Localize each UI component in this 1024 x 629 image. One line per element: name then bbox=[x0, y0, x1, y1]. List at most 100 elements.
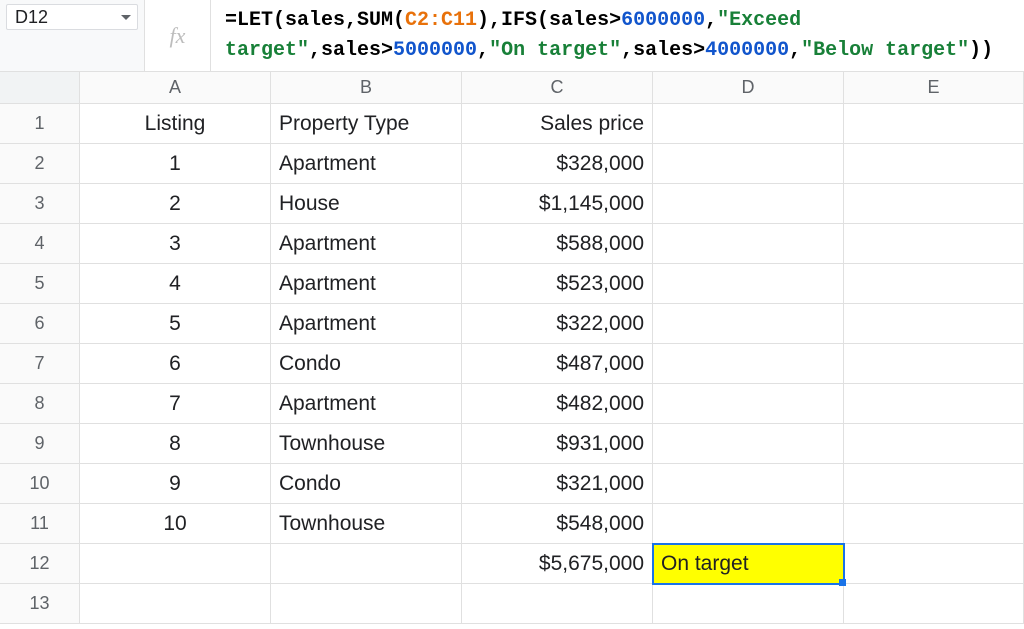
cell-C2[interactable]: $328,000 bbox=[462, 144, 653, 184]
cell-C9[interactable]: $931,000 bbox=[462, 424, 653, 464]
cell-B4[interactable]: Apartment bbox=[271, 224, 462, 264]
row-header-11[interactable]: 11 bbox=[0, 504, 80, 544]
row-header-10[interactable]: 10 bbox=[0, 464, 80, 504]
cell-B11[interactable]: Townhouse bbox=[271, 504, 462, 544]
cell-B5[interactable]: Apartment bbox=[271, 264, 462, 304]
cell-E5[interactable] bbox=[844, 264, 1024, 304]
cell-C6[interactable]: $322,000 bbox=[462, 304, 653, 344]
cell-A6[interactable]: 5 bbox=[80, 304, 271, 344]
formula-token-func: , bbox=[705, 9, 717, 32]
cell-C8[interactable]: $482,000 bbox=[462, 384, 653, 424]
formula-token-func: , bbox=[477, 39, 489, 62]
cell-D2[interactable] bbox=[653, 144, 844, 184]
row-header-6[interactable]: 6 bbox=[0, 304, 80, 344]
cell-B6[interactable]: Apartment bbox=[271, 304, 462, 344]
cell-D3[interactable] bbox=[653, 184, 844, 224]
row-header-1[interactable]: 1 bbox=[0, 104, 80, 144]
name-box[interactable]: D12 bbox=[6, 4, 138, 30]
column-header-B[interactable]: B bbox=[271, 72, 462, 104]
cell-D5[interactable] bbox=[653, 264, 844, 304]
select-all-corner[interactable] bbox=[0, 72, 80, 104]
cell-A2[interactable]: 1 bbox=[80, 144, 271, 184]
cell-A1[interactable]: Listing bbox=[80, 104, 271, 144]
formula-token-number: 6000000 bbox=[621, 9, 705, 32]
row-header-2[interactable]: 2 bbox=[0, 144, 80, 184]
cell-E2[interactable] bbox=[844, 144, 1024, 184]
cell-A9[interactable]: 8 bbox=[80, 424, 271, 464]
cell-A5[interactable]: 4 bbox=[80, 264, 271, 304]
cell-C3[interactable]: $1,145,000 bbox=[462, 184, 653, 224]
cell-D8[interactable] bbox=[653, 384, 844, 424]
cell-E3[interactable] bbox=[844, 184, 1024, 224]
cell-D4[interactable] bbox=[653, 224, 844, 264]
cell-A4[interactable]: 3 bbox=[80, 224, 271, 264]
column-header-A[interactable]: A bbox=[80, 72, 271, 104]
cell-B2[interactable]: Apartment bbox=[271, 144, 462, 184]
cell-D11[interactable] bbox=[653, 504, 844, 544]
cell-A3[interactable]: 2 bbox=[80, 184, 271, 224]
cell-D12[interactable]: On target bbox=[653, 544, 844, 584]
formula-token-func: , bbox=[789, 39, 801, 62]
row-header-13[interactable]: 13 bbox=[0, 584, 80, 624]
fx-icon-container: fx bbox=[145, 0, 211, 71]
cell-B10[interactable]: Condo bbox=[271, 464, 462, 504]
cell-E8[interactable] bbox=[844, 384, 1024, 424]
cell-E11[interactable] bbox=[844, 504, 1024, 544]
cell-C13[interactable] bbox=[462, 584, 653, 624]
cell-E4[interactable] bbox=[844, 224, 1024, 264]
fx-icon: fx bbox=[170, 23, 186, 49]
formula-token-range: C2:C11 bbox=[405, 9, 477, 32]
cell-B9[interactable]: Townhouse bbox=[271, 424, 462, 464]
formula-token-number: 5000000 bbox=[393, 39, 477, 62]
cell-D13[interactable] bbox=[653, 584, 844, 624]
column-header-E[interactable]: E bbox=[844, 72, 1024, 104]
row-header-3[interactable]: 3 bbox=[0, 184, 80, 224]
row-header-4[interactable]: 4 bbox=[0, 224, 80, 264]
row-header-8[interactable]: 8 bbox=[0, 384, 80, 424]
row-header-9[interactable]: 9 bbox=[0, 424, 80, 464]
cell-B12[interactable] bbox=[271, 544, 462, 584]
cell-C10[interactable]: $321,000 bbox=[462, 464, 653, 504]
cell-B7[interactable]: Condo bbox=[271, 344, 462, 384]
cell-E9[interactable] bbox=[844, 424, 1024, 464]
cell-D7[interactable] bbox=[653, 344, 844, 384]
cell-C11[interactable]: $548,000 bbox=[462, 504, 653, 544]
cell-E10[interactable] bbox=[844, 464, 1024, 504]
cell-A8[interactable]: 7 bbox=[80, 384, 271, 424]
formula-token-func: ),IFS(sales> bbox=[477, 9, 621, 32]
cell-E12[interactable] bbox=[844, 544, 1024, 584]
cell-C12[interactable]: $5,675,000 bbox=[462, 544, 653, 584]
row-header-12[interactable]: 12 bbox=[0, 544, 80, 584]
column-header-C[interactable]: C bbox=[462, 72, 653, 104]
cell-E1[interactable] bbox=[844, 104, 1024, 144]
formula-input[interactable]: =LET(sales,SUM(C2:C11),IFS(sales>6000000… bbox=[211, 0, 1024, 71]
cell-E7[interactable] bbox=[844, 344, 1024, 384]
name-box-value: D12 bbox=[15, 7, 48, 28]
cell-B13[interactable] bbox=[271, 584, 462, 624]
cell-A11[interactable]: 10 bbox=[80, 504, 271, 544]
column-header-D[interactable]: D bbox=[653, 72, 844, 104]
cell-A7[interactable]: 6 bbox=[80, 344, 271, 384]
row-header-5[interactable]: 5 bbox=[0, 264, 80, 304]
cell-B3[interactable]: House bbox=[271, 184, 462, 224]
formula-token-func: ,sales> bbox=[621, 39, 705, 62]
cell-C7[interactable]: $487,000 bbox=[462, 344, 653, 384]
cell-A13[interactable] bbox=[80, 584, 271, 624]
cell-D1[interactable] bbox=[653, 104, 844, 144]
spreadsheet-grid[interactable]: ABCDE1ListingProperty TypeSales price21A… bbox=[0, 72, 1024, 624]
cell-D6[interactable] bbox=[653, 304, 844, 344]
cell-A12[interactable] bbox=[80, 544, 271, 584]
cell-D10[interactable] bbox=[653, 464, 844, 504]
cell-C1[interactable]: Sales price bbox=[462, 104, 653, 144]
formula-token-string: "Below target" bbox=[801, 39, 969, 62]
row-header-7[interactable]: 7 bbox=[0, 344, 80, 384]
cell-E13[interactable] bbox=[844, 584, 1024, 624]
cell-C5[interactable]: $523,000 bbox=[462, 264, 653, 304]
cell-B8[interactable]: Apartment bbox=[271, 384, 462, 424]
cell-E6[interactable] bbox=[844, 304, 1024, 344]
formula-token-func: ,sales> bbox=[309, 39, 393, 62]
cell-B1[interactable]: Property Type bbox=[271, 104, 462, 144]
cell-D9[interactable] bbox=[653, 424, 844, 464]
cell-A10[interactable]: 9 bbox=[80, 464, 271, 504]
cell-C4[interactable]: $588,000 bbox=[462, 224, 653, 264]
